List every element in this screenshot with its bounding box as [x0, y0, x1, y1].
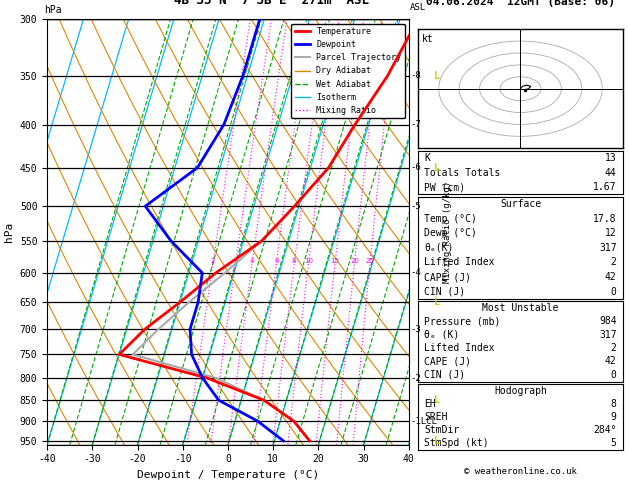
Text: km
ASL: km ASL: [410, 0, 426, 12]
Text: Surface: Surface: [500, 199, 541, 209]
Text: Lifted Index: Lifted Index: [425, 258, 495, 267]
Text: CIN (J): CIN (J): [425, 287, 465, 296]
X-axis label: Dewpoint / Temperature (°C): Dewpoint / Temperature (°C): [137, 470, 319, 480]
Text: 6: 6: [274, 258, 279, 263]
Text: CAPE (J): CAPE (J): [425, 356, 471, 366]
Text: Mixing Ratio (g/kg): Mixing Ratio (g/kg): [443, 181, 452, 283]
Y-axis label: hPa: hPa: [4, 222, 14, 242]
Text: -1LCL: -1LCL: [410, 417, 437, 426]
Text: 8: 8: [292, 258, 296, 263]
Text: Dewp (°C): Dewp (°C): [425, 228, 477, 238]
Text: Hodograph: Hodograph: [494, 385, 547, 396]
Text: -5: -5: [410, 202, 421, 211]
Text: 0: 0: [611, 370, 616, 380]
Text: kt: kt: [423, 34, 434, 44]
Text: 8: 8: [611, 399, 616, 409]
Text: PW (cm): PW (cm): [425, 182, 465, 192]
Text: 4: 4: [250, 258, 254, 263]
Legend: Temperature, Dewpoint, Parcel Trajectory, Dry Adiabat, Wet Adiabat, Isotherm, Mi: Temperature, Dewpoint, Parcel Trajectory…: [291, 24, 404, 118]
Text: 984: 984: [599, 316, 616, 327]
Text: 317: 317: [599, 330, 616, 340]
Text: 5: 5: [611, 438, 616, 448]
Text: 1.67: 1.67: [593, 182, 616, 192]
Text: EH: EH: [425, 399, 436, 409]
Text: 3: 3: [233, 258, 238, 263]
Text: 17.8: 17.8: [593, 214, 616, 224]
Text: -3: -3: [410, 325, 421, 334]
Text: -6: -6: [410, 163, 421, 172]
Text: 12: 12: [605, 228, 616, 238]
Text: 2: 2: [611, 343, 616, 353]
Text: 9: 9: [611, 412, 616, 422]
Text: 13: 13: [605, 153, 616, 163]
Text: hPa: hPa: [44, 4, 62, 15]
Text: 25: 25: [365, 258, 374, 263]
Text: 284°: 284°: [593, 425, 616, 435]
Text: 20: 20: [350, 258, 359, 263]
Text: Temp (°C): Temp (°C): [425, 214, 477, 224]
Text: StmSpd (kt): StmSpd (kt): [425, 438, 489, 448]
Text: 42: 42: [605, 356, 616, 366]
Text: 4B°33'N  7°3B'E  271m  ASL: 4B°33'N 7°3B'E 271m ASL: [174, 0, 369, 7]
Text: θₑ(K): θₑ(K): [425, 243, 454, 253]
Text: StmDir: StmDir: [425, 425, 460, 435]
Text: L: L: [434, 395, 440, 405]
Text: SREH: SREH: [425, 412, 448, 422]
Text: L: L: [434, 163, 440, 173]
Text: -4: -4: [410, 268, 421, 278]
Text: L: L: [434, 436, 440, 446]
Text: CAPE (J): CAPE (J): [425, 272, 471, 282]
Text: © weatheronline.co.uk: © weatheronline.co.uk: [464, 467, 577, 476]
Text: 10: 10: [304, 258, 313, 263]
Text: K: K: [425, 153, 430, 163]
Text: Totals Totals: Totals Totals: [425, 168, 501, 177]
Text: CIN (J): CIN (J): [425, 370, 465, 380]
Text: 15: 15: [331, 258, 340, 263]
Text: 04.06.2024  12GMT (Base: 06): 04.06.2024 12GMT (Base: 06): [426, 0, 615, 7]
Text: 0: 0: [611, 287, 616, 296]
Text: -2: -2: [410, 374, 421, 382]
Text: 44: 44: [605, 168, 616, 177]
Text: 317: 317: [599, 243, 616, 253]
Text: 2: 2: [211, 258, 215, 263]
Text: 42: 42: [605, 272, 616, 282]
Text: L: L: [434, 297, 440, 307]
Text: 2: 2: [611, 258, 616, 267]
Text: Most Unstable: Most Unstable: [482, 303, 559, 313]
Text: θₑ (K): θₑ (K): [425, 330, 460, 340]
Text: Lifted Index: Lifted Index: [425, 343, 495, 353]
Text: -7: -7: [410, 120, 421, 129]
Text: L: L: [434, 71, 440, 81]
Text: -8: -8: [410, 71, 421, 80]
Text: Pressure (mb): Pressure (mb): [425, 316, 501, 327]
